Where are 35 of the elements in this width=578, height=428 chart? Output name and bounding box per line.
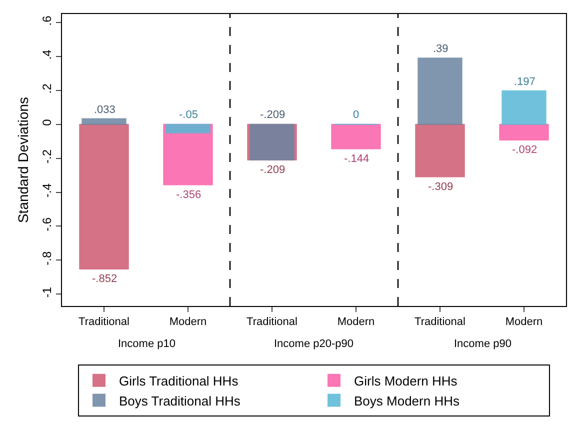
data-label: 0 <box>353 109 360 121</box>
data-label: .197 <box>514 76 536 88</box>
x-tick-label: Traditional <box>414 316 466 328</box>
y-tick-label: .6 <box>40 15 54 26</box>
y-tick-label: 0 <box>40 118 54 126</box>
x-tick-label: Modern <box>169 316 207 328</box>
y-tick-label: -.6 <box>40 217 54 232</box>
data-label: -.144 <box>344 153 370 165</box>
legend-label: Boys Modern HHs <box>354 393 460 408</box>
legend-label: Girls Modern HHs <box>354 373 458 388</box>
y-tick-label: .2 <box>40 83 54 94</box>
data-label: -.05 <box>179 109 198 121</box>
legend-label: Boys Traditional HHs <box>119 393 241 408</box>
y-tick-label: -.4 <box>40 183 54 198</box>
x-tick-label: Modern <box>505 316 543 328</box>
data-label: -.092 <box>512 144 538 156</box>
text: Income p90 <box>454 338 512 350</box>
data-label: -.356 <box>176 189 202 201</box>
x-tick-label: Traditional <box>246 316 298 328</box>
y-tick-label: -1 <box>40 286 54 298</box>
y-tick-label: .4 <box>40 49 54 60</box>
x-tick-label: Modern <box>337 316 375 328</box>
data-label: .39 <box>433 43 448 55</box>
legend-label: Girls Traditional HHs <box>119 373 239 388</box>
data-label: -.852 <box>92 273 118 285</box>
y-tick-label: -.2 <box>40 149 54 164</box>
text: Income p20-p90 <box>274 338 354 350</box>
y-tick-label: -.8 <box>40 251 54 266</box>
data-label: .033 <box>94 104 116 116</box>
data-label: -.209 <box>260 164 286 176</box>
data-label: -.309 <box>428 181 454 193</box>
x-tick-label: Traditional <box>78 316 130 328</box>
data-label: -.209 <box>260 109 286 121</box>
y-axis-title: Standard Deviations <box>14 96 31 224</box>
text: Income p10 <box>118 338 176 350</box>
